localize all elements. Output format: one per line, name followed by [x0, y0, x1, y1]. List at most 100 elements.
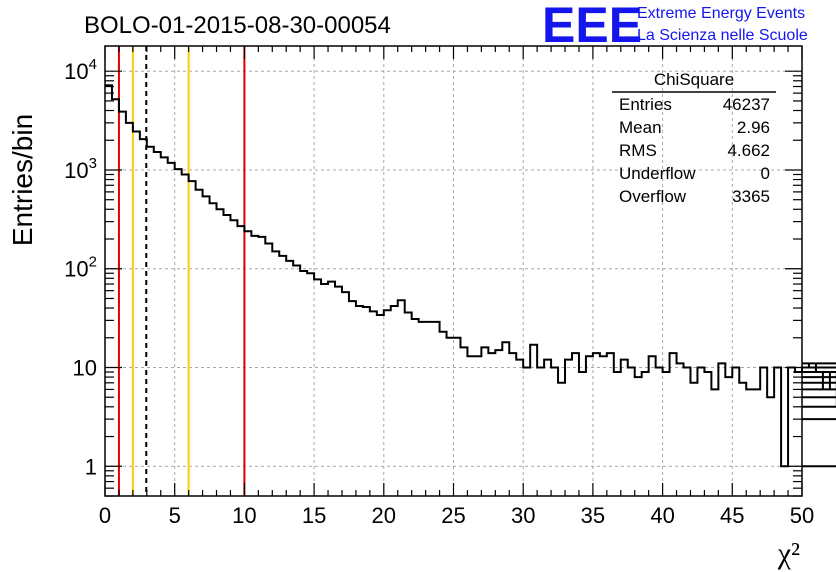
- y-tick-label: 1: [85, 454, 97, 479]
- histogram-bin: [509, 353, 516, 496]
- histogram-bin: [558, 383, 565, 496]
- chart-title: BOLO-01-2015-08-30-00054: [84, 12, 391, 39]
- histogram-bin: [328, 282, 335, 496]
- stats-title: ChiSquare: [654, 70, 734, 89]
- histogram-bin: [300, 271, 307, 496]
- histogram-bin: [495, 350, 502, 496]
- histogram-outline: [105, 84, 836, 468]
- histogram-bin: [314, 279, 321, 496]
- histogram-bin: [196, 190, 203, 496]
- histogram-bin: [189, 181, 196, 496]
- marker-lines: [117, 46, 246, 496]
- x-tick-label: 40: [650, 503, 674, 528]
- stats-entries-label: Entries: [619, 95, 672, 114]
- histogram-bin: [795, 372, 802, 496]
- x-tick-label: 45: [720, 503, 744, 528]
- histogram-bin: [481, 347, 488, 496]
- histogram-bin: [244, 231, 251, 496]
- histogram-bin: [321, 284, 328, 496]
- stats-rms-label: RMS: [619, 141, 657, 160]
- stats-overflow-value: 3365: [732, 187, 770, 206]
- histogram-bin: [349, 301, 356, 496]
- logo-text: EEE: [542, 0, 642, 53]
- histogram-bin: [168, 163, 175, 496]
- histogram-bin: [516, 360, 523, 496]
- histogram-bin: [370, 311, 377, 496]
- x-tick-label: 50: [790, 503, 814, 528]
- histogram-bin: [454, 338, 461, 496]
- histogram-bin: [684, 368, 691, 496]
- histogram-bin: [593, 353, 600, 496]
- histogram-bin: [663, 372, 670, 496]
- histogram-bin: [447, 338, 454, 496]
- histogram-bin: [572, 353, 579, 496]
- histogram-bin: [440, 332, 447, 496]
- x-tick-label: 25: [441, 503, 465, 528]
- x-tick-label: 20: [372, 503, 396, 528]
- logo: EEE Extreme Energy Events La Scienza nel…: [542, 0, 808, 53]
- histogram-bin: [537, 368, 544, 496]
- y-axis: 1 10 102 103 104: [64, 56, 802, 497]
- histogram-bin: [433, 322, 440, 496]
- x-tick-label: 5: [169, 503, 181, 528]
- histogram-bin: [272, 251, 279, 496]
- histogram-bin: [391, 306, 398, 496]
- histogram-bin: [502, 342, 509, 496]
- histogram-bin: [788, 368, 795, 496]
- histogram-bin: [175, 169, 182, 496]
- logo-line2: La Scienza nelle Scuole: [637, 27, 808, 44]
- histogram-bin: [405, 313, 412, 496]
- histogram-bin: [642, 372, 649, 496]
- histogram-bin: [767, 397, 774, 496]
- histogram-bin: [600, 356, 607, 496]
- histogram-bin: [586, 356, 593, 496]
- histogram-bin: [203, 196, 210, 496]
- histogram-bin: [363, 307, 370, 496]
- histogram-bin: [182, 174, 189, 496]
- histogram-bin: [133, 132, 140, 496]
- histogram-bin: [579, 372, 586, 496]
- histogram-bin: [530, 345, 537, 496]
- histogram-bin: [565, 360, 572, 496]
- histogram-bin: [467, 356, 474, 496]
- histogram-bin: [670, 353, 677, 496]
- x-tick-label: 0: [99, 503, 111, 528]
- histogram-bin: [419, 322, 426, 496]
- histogram-bin: [635, 377, 642, 496]
- histogram-bin: [460, 347, 467, 496]
- histogram-bin: [760, 368, 767, 496]
- x-tick-label: 15: [302, 503, 326, 528]
- histogram-bin: [286, 261, 293, 496]
- histogram-bin: [551, 368, 558, 496]
- histogram-bin: [293, 265, 300, 496]
- histogram-bin: [230, 220, 237, 496]
- histogram-bin: [753, 389, 760, 496]
- histogram-bin: [690, 383, 697, 496]
- stats-mean-label: Mean: [619, 118, 662, 137]
- logo-line1: Extreme Energy Events: [637, 5, 805, 22]
- histogram-bin: [279, 256, 286, 496]
- histogram-bin: [718, 363, 725, 496]
- y-tick-label: 104: [64, 56, 97, 84]
- histogram-bin: [426, 322, 433, 496]
- stats-overflow-label: Overflow: [619, 187, 687, 206]
- stats-underflow-label: Underflow: [619, 164, 696, 183]
- histogram-bin: [523, 368, 530, 496]
- histogram-bin: [656, 368, 663, 496]
- histogram-bin: [746, 389, 753, 496]
- histogram-bin: [377, 315, 384, 496]
- histogram-bin: [161, 157, 168, 496]
- histogram-bin: [356, 306, 363, 496]
- histogram-bin: [384, 310, 391, 496]
- stats-mean-value: 2.96: [737, 118, 770, 137]
- histogram-bin: [154, 152, 161, 496]
- stats-rms-value: 4.662: [727, 141, 770, 160]
- histogram-bin: [614, 372, 621, 496]
- histogram-bin: [342, 292, 349, 496]
- histogram-bin: [217, 209, 224, 496]
- x-tick-label: 10: [232, 503, 256, 528]
- histogram-bin: [140, 139, 147, 496]
- x-axis-label: χ²: [777, 537, 800, 570]
- x-tick-label: 35: [581, 503, 605, 528]
